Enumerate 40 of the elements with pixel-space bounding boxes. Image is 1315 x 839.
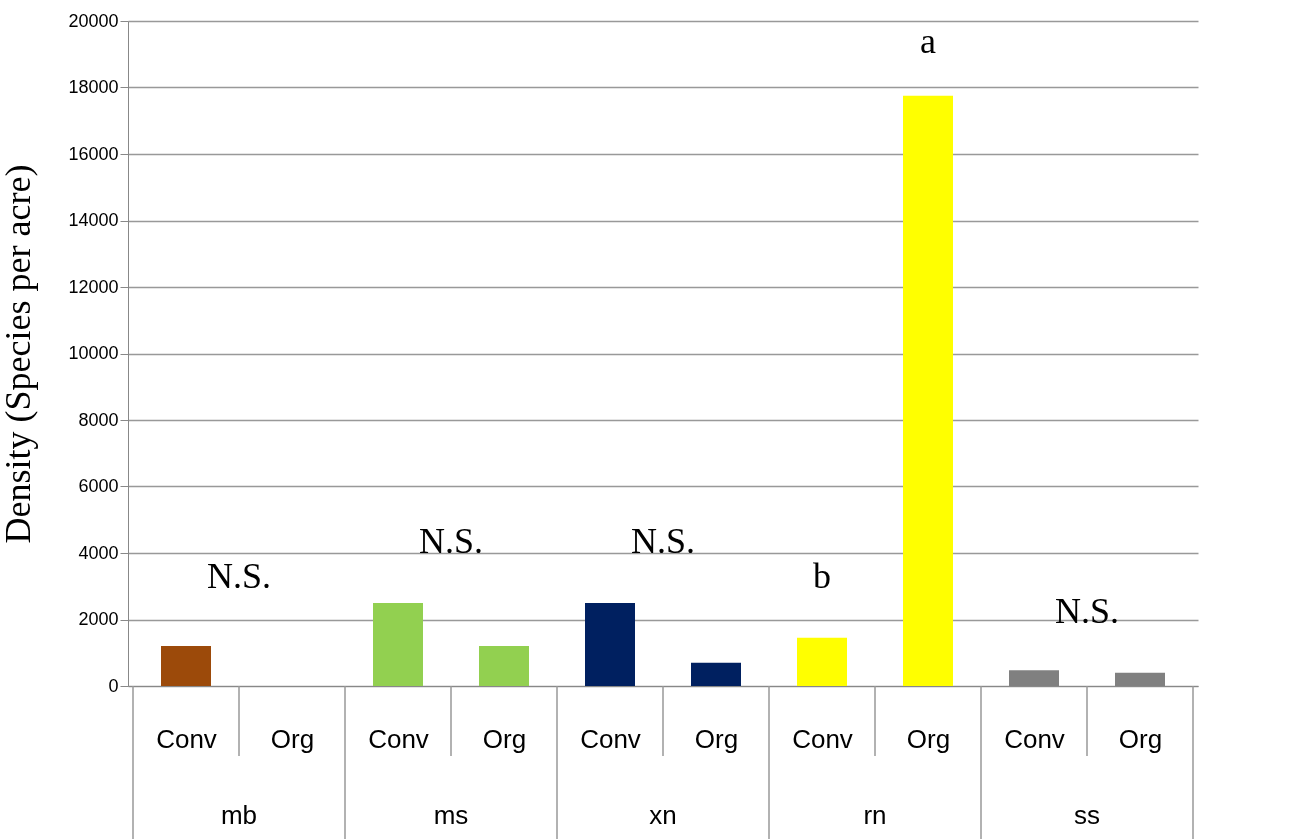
annotation: N.S. (206, 556, 272, 596)
y-axis-title: Density (Species per acre) (0, 164, 39, 544)
y-tick-label: 16000 (68, 143, 119, 164)
y-tick-label: 6000 (78, 476, 119, 496)
bar (797, 637, 847, 686)
y-tick-label: 14000 (68, 210, 119, 230)
y-tick-label: 8000 (78, 409, 119, 430)
x-tick-label: Org (906, 723, 951, 754)
text: mb (220, 800, 258, 830)
y-tick-label: 20000 (68, 10, 119, 31)
y-tick-label: 18000 (68, 77, 119, 97)
x-tick-label: Conv (368, 723, 429, 754)
bar (903, 95, 953, 686)
x-tick-label: Org (270, 723, 315, 754)
text: ms (433, 800, 469, 830)
x-tick-label: Conv (580, 723, 641, 754)
annotation: N.S. (418, 521, 484, 561)
text: rn (863, 800, 887, 830)
x-tick-label: Conv (792, 723, 853, 754)
bar (691, 662, 741, 686)
bar (373, 602, 423, 686)
x-tick-label: Conv (1004, 723, 1065, 754)
annotation: b (813, 556, 831, 596)
annotation: N.S. (1054, 591, 1120, 631)
y-tick-label: 4000 (78, 542, 119, 563)
bar (585, 602, 635, 686)
bar (161, 646, 211, 686)
bar (479, 646, 529, 686)
x-tick-label: Org (694, 723, 739, 754)
annotation: a (920, 21, 937, 61)
text: xn (649, 800, 677, 830)
x-tick-label: Conv (156, 723, 217, 754)
x-tick-label: Org (482, 723, 527, 754)
x-tick-label: Org (1118, 723, 1163, 754)
y-tick-label: 10000 (68, 343, 119, 363)
text: ss (1074, 800, 1100, 830)
y-tick-label: 12000 (68, 276, 119, 297)
annotation: N.S. (630, 521, 696, 561)
y-tick-label: 0 (108, 675, 119, 696)
y-tick-label: 2000 (78, 609, 119, 629)
